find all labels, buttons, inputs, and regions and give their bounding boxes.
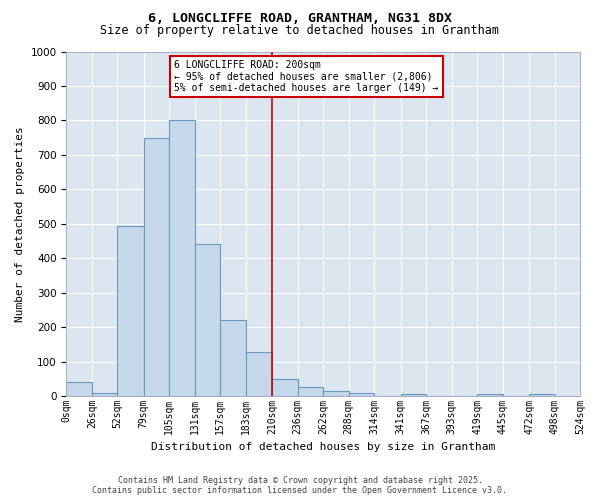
Bar	[477, 394, 503, 396]
Y-axis label: Number of detached properties: Number of detached properties	[15, 126, 25, 322]
Bar	[272, 379, 298, 396]
Bar	[195, 244, 220, 396]
Bar	[92, 392, 118, 396]
Bar	[118, 226, 144, 396]
Bar	[349, 392, 374, 396]
Bar	[169, 120, 195, 396]
Bar	[401, 394, 426, 396]
Bar	[144, 138, 169, 396]
Text: 6 LONGCLIFFE ROAD: 200sqm
← 95% of detached houses are smaller (2,806)
5% of sem: 6 LONGCLIFFE ROAD: 200sqm ← 95% of detac…	[174, 60, 439, 94]
Title: 6, LONGCLIFFE ROAD, GRANTHAM, NG31 8DX
Size of property relative to detached hou: 6, LONGCLIFFE ROAD, GRANTHAM, NG31 8DX S…	[0, 499, 1, 500]
Bar	[298, 387, 323, 396]
Bar	[529, 394, 554, 396]
Bar	[67, 382, 92, 396]
Bar	[220, 320, 246, 396]
Text: 6, LONGCLIFFE ROAD, GRANTHAM, NG31 8DX: 6, LONGCLIFFE ROAD, GRANTHAM, NG31 8DX	[148, 12, 452, 26]
Text: Size of property relative to detached houses in Grantham: Size of property relative to detached ho…	[101, 24, 499, 37]
X-axis label: Distribution of detached houses by size in Grantham: Distribution of detached houses by size …	[151, 442, 496, 452]
Bar	[246, 352, 272, 396]
Text: Contains HM Land Registry data © Crown copyright and database right 2025.
Contai: Contains HM Land Registry data © Crown c…	[92, 476, 508, 495]
Bar	[323, 391, 349, 396]
